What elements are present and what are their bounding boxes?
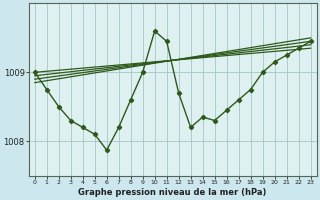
X-axis label: Graphe pression niveau de la mer (hPa): Graphe pression niveau de la mer (hPa) (78, 188, 267, 197)
